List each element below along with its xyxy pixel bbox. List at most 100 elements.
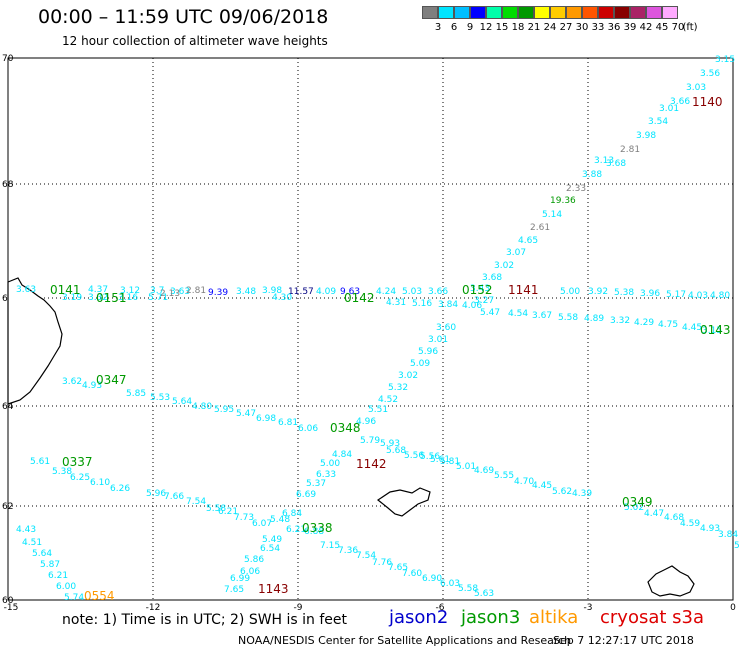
wave-height-value: 7.65 xyxy=(224,585,244,595)
colorbar-tick-label: 39 xyxy=(623,22,637,33)
wave-height-value: 4.84 xyxy=(332,450,352,460)
wave-height-value: 3.32 xyxy=(88,293,108,303)
colorbar-tick-label: 27 xyxy=(559,22,573,33)
map-subtitle: 12 hour collection of altimeter wave hei… xyxy=(62,34,328,48)
wave-height-value: 4.51 xyxy=(22,538,42,548)
pass-label-0349: 0349 xyxy=(622,495,653,509)
wave-height-value: 3.13 xyxy=(594,156,614,166)
wave-height-value: 5.49 xyxy=(262,535,282,545)
colorbar-tick-label: 36 xyxy=(607,22,621,33)
wave-height-value: 3.63 xyxy=(170,287,190,297)
pass-label-0142: 0142 xyxy=(344,291,375,305)
wave-height-value: 3.67 xyxy=(532,311,552,321)
wave-height-value: 4.47 xyxy=(644,509,664,519)
wave-height-value: 5.38 xyxy=(52,467,72,477)
wave-height-value: 5.64 xyxy=(172,397,192,407)
wave-height-value: 5.02 xyxy=(624,503,644,513)
longitude-tick-label: 0 xyxy=(730,603,736,613)
wave-height-value: 3.62 xyxy=(62,377,82,387)
faroe-islands xyxy=(376,487,431,517)
wave-height-value: 3.32 xyxy=(610,316,630,326)
longitude-tick-label: -12 xyxy=(146,603,161,613)
pass-label-0143: 0143 xyxy=(700,323,731,337)
wave-height-value: 3.19 xyxy=(62,293,82,303)
wave-height-value: 6.21 xyxy=(48,571,68,581)
wave-height-value: 5.51 xyxy=(368,405,388,415)
wave-height-value: 4.80 xyxy=(710,291,730,301)
pass-label-1143: 1143 xyxy=(258,582,289,596)
wave-height-value: 5.00 xyxy=(320,459,340,469)
wave-height-value: 5.95 xyxy=(214,405,234,415)
colorbar-tick-label: 15 xyxy=(495,22,509,33)
wave-height-value: 4.45 xyxy=(682,323,702,333)
wave-height-value: 3.68 xyxy=(606,159,626,169)
wave-height-value: 5.96 xyxy=(146,489,166,499)
latitude-tick-label: 64 xyxy=(2,402,14,412)
wave-height-value: 5.00 xyxy=(560,287,580,297)
wave-height-value: 3.84 xyxy=(438,300,458,310)
wave-height-value: 3.01 xyxy=(428,335,448,345)
latitude-tick-label: 70 xyxy=(2,54,14,64)
wave-height-value: 4.54 xyxy=(508,309,528,319)
wave-height-value: 5.81 xyxy=(440,457,460,467)
satellite-legend-cryosat-s3a: cryosat s3a xyxy=(600,607,705,628)
wave-height-value: 4.59 xyxy=(680,519,700,529)
wave-height-value: 3.66 xyxy=(670,97,690,107)
colorbar-tick-label: 70 xyxy=(671,22,685,33)
colorbar-tick-label: 42 xyxy=(639,22,653,33)
wave-height-value: 5.47 xyxy=(236,409,256,419)
wave-height-value: 3.84 xyxy=(718,530,738,540)
wave-height-value: 4.75 xyxy=(658,320,678,330)
wave-height-value: 5.62 xyxy=(552,487,572,497)
wave-height-value: 5.79 xyxy=(360,436,380,446)
colorbar-tick-label: 18 xyxy=(511,22,525,33)
wave-height-value: 4.65 xyxy=(518,236,538,246)
latitude-tick-label: 68 xyxy=(2,180,14,190)
wave-height-value: 7.66 xyxy=(164,492,184,502)
wave-height-value: 4.29 xyxy=(634,318,654,328)
wave-height-value: 4.52 xyxy=(378,395,398,405)
colorbar-swatch xyxy=(550,6,566,19)
wave-height-value: 4.68 xyxy=(664,513,684,523)
wave-height-value: 5.56 xyxy=(404,451,424,461)
wave-height-value: 3.60 xyxy=(436,323,456,333)
credit-text: NOAA/NESDIS Center for Satellite Applica… xyxy=(238,634,572,647)
wave-height-value: 7.65 xyxy=(388,563,408,573)
colorbar-swatch xyxy=(662,6,678,19)
wave-height-value: 7.54 xyxy=(186,497,206,507)
colorbar-tick-label: 3 xyxy=(434,22,442,33)
latitude-tick-label: 60 xyxy=(2,596,14,606)
wave-height-value: 5.03 xyxy=(402,287,422,297)
satellite-legend-altika: altika xyxy=(529,607,579,628)
colorbar-swatch xyxy=(614,6,630,19)
wave-height-value: 5.61 xyxy=(430,455,450,465)
wave-height-value: 6.10 xyxy=(90,478,110,488)
wave-height-value: 6.69 xyxy=(296,490,316,500)
wave-height-value: 6.33 xyxy=(316,470,336,480)
pass-label-0152: 0152 xyxy=(462,283,493,297)
wave-height-value: 4.93 xyxy=(700,524,720,534)
wave-height-value: 5.38 xyxy=(614,288,634,298)
pass-label-0347: 0347 xyxy=(96,373,127,387)
wave-height-value: 5.48 xyxy=(270,515,290,525)
colorbar-swatch xyxy=(582,6,598,19)
wave-height-value: 6.00 xyxy=(56,582,76,592)
wave-height-value: 5.17 xyxy=(666,290,686,300)
pass-label-1142: 1142 xyxy=(356,457,387,471)
longitude-tick-label: -15 xyxy=(4,603,19,613)
latitude-tick-label: 62 xyxy=(2,502,13,512)
colorbar-swatch xyxy=(534,6,550,19)
colorbar-tick-label: 12 xyxy=(479,22,493,33)
wave-height-value: 4.89 xyxy=(584,314,604,324)
wave-height-value: 5.74 xyxy=(64,593,84,603)
colorbar-swatch xyxy=(518,6,534,19)
wave-height-value: 3.02 xyxy=(398,371,418,381)
wave-height-value: 7.15 xyxy=(320,541,340,551)
wave-height-value: 5.58 xyxy=(558,313,578,323)
wave-height-value: 2.81 xyxy=(186,286,206,296)
pass-label-0151: 0151 xyxy=(96,291,127,305)
wave-height-value: 4.03 xyxy=(688,291,708,301)
wave-height-value: 7.60 xyxy=(402,569,422,579)
colorbar-tick-label: 6 xyxy=(450,22,458,33)
wave-height-value: 4.39 xyxy=(572,489,592,499)
